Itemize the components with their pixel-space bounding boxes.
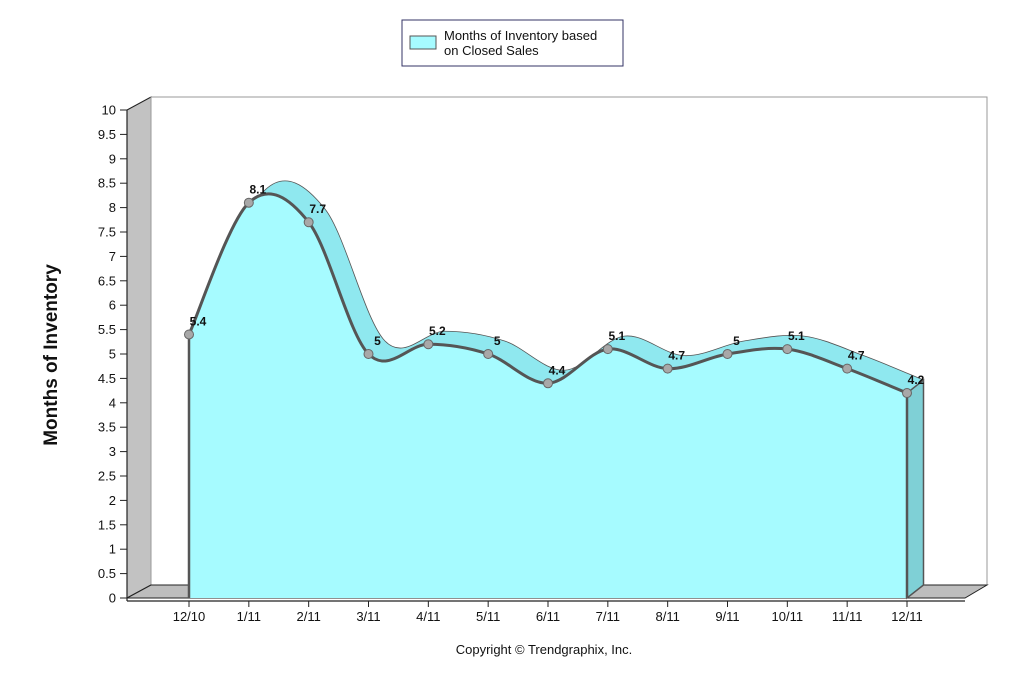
data-point-7/11 [602,344,613,355]
y-tick-label: 9 [109,151,116,166]
y-tick-label: 6.5 [98,273,116,288]
y-tick-label: 1 [109,542,116,557]
x-tick-label-3/11: 3/11 [356,609,380,624]
data-point-5/11 [483,349,494,359]
x-tick-label-11/11: 11/11 [832,609,863,624]
x-axis: 12/10 1/11 2/11 3/11 4/11 5/11 6/11 7/11 8/11 9/1… [127,600,965,624]
data-point-9/11 [722,349,733,359]
series-line [187,192,908,395]
y-tick-label: 3.5 [98,420,116,435]
data-label-6/11: 4.4 [549,363,566,377]
y-axis: 0 0.5 1 1.5 2 2.5 3 3.5 4 4.5 5 5.5 6 6.5 7 7.5 8 8.5 9 9.5… [98,103,128,606]
area-right-face [906,378,925,600]
x-tick-label-4/11: 4/11 [416,609,440,624]
data-label-8/11: 4.7 [668,349,685,363]
y-tick-label: 3 [109,444,116,459]
data-point-11/11 [842,363,853,374]
y-tick-label: 2.5 [98,469,116,484]
y-tick-label: 6 [109,298,116,313]
x-tick-label-8/11: 8/11 [655,609,679,624]
x-tick-label-5/11: 5/11 [476,609,500,624]
x-tick-label-10/11: 10/11 [772,609,804,624]
data-label-9/11: 5 [733,334,740,348]
data-label-3/11: 5 [374,334,381,348]
y-tick-label: 7 [109,249,116,264]
area-front-face [189,193,907,598]
y-tick-label: 7.5 [98,225,116,240]
legend-label-line1: Months of Inventory based [444,28,597,43]
y-tick-label: 4.5 [98,371,116,386]
legend: Months of Inventory based on Closed Sale… [401,19,624,67]
legend-swatch [409,35,437,50]
y-tick-label: 0.5 [98,566,116,581]
data-point-3/11 [363,349,374,359]
y-tick-label: 9.5 [98,127,116,142]
x-tick-label-12/10: 12/10 [173,609,206,624]
x-tick-label-1/11: 1/11 [237,609,261,624]
data-label-10/11: 5.1 [788,329,805,343]
y-tick-label: 10 [102,103,116,118]
data-label-2/11: 7.7 [309,202,326,216]
data-point-2/11 [303,217,314,228]
data-label-1/11: 8.1 [249,183,266,197]
y-tick-label: 2 [109,493,116,508]
x-tick-label-6/11: 6/11 [536,609,560,624]
data-point-12/10 [184,329,194,340]
y-tick-label: 8.5 [98,176,116,191]
data-label-11/11: 4.7 [848,349,865,363]
data-label-12/10: 5.4 [190,314,207,328]
x-tick-label-2/11: 2/11 [296,609,320,624]
x-tick-label-9/11: 9/11 [715,609,739,624]
legend-label-line2: on Closed Sales [444,43,539,58]
data-labels: 5.4 8.1 7.7 5 5.2 5 4.4 5.1 4.7 5 5.1 4.7 4.2 [190,183,925,387]
y-tick-label: 5.5 [98,322,116,337]
data-label-4/11: 5.2 [429,324,446,338]
data-point-10/11 [782,344,793,355]
y-tick-label: 4 [109,395,116,410]
y-axis-label: Months of Inventory [41,264,62,446]
x-tick-label-7/11: 7/11 [596,609,620,624]
y-tick-label: 5 [109,347,116,362]
data-point-4/11 [423,339,434,350]
y-tick-label: 0 [109,591,116,606]
data-label-7/11: 5.1 [608,329,625,343]
y-tick-label: 8 [109,200,116,215]
copyright-footer: Copyright © Trendgraphix, Inc. [456,642,633,657]
data-label-5/11: 5 [494,334,501,348]
data-point-1/11 [243,197,254,208]
x-tick-label-12/11: 12/11 [891,609,923,624]
data-point-8/11 [662,363,673,374]
data-point-6/11 [543,378,553,389]
left-wall [126,96,152,599]
legend-box [401,19,624,67]
data-label-12/11: 4.2 [908,373,925,387]
y-tick-label: 1.5 [98,517,116,532]
area-series [184,180,925,600]
data-point-12/11 [902,388,912,399]
